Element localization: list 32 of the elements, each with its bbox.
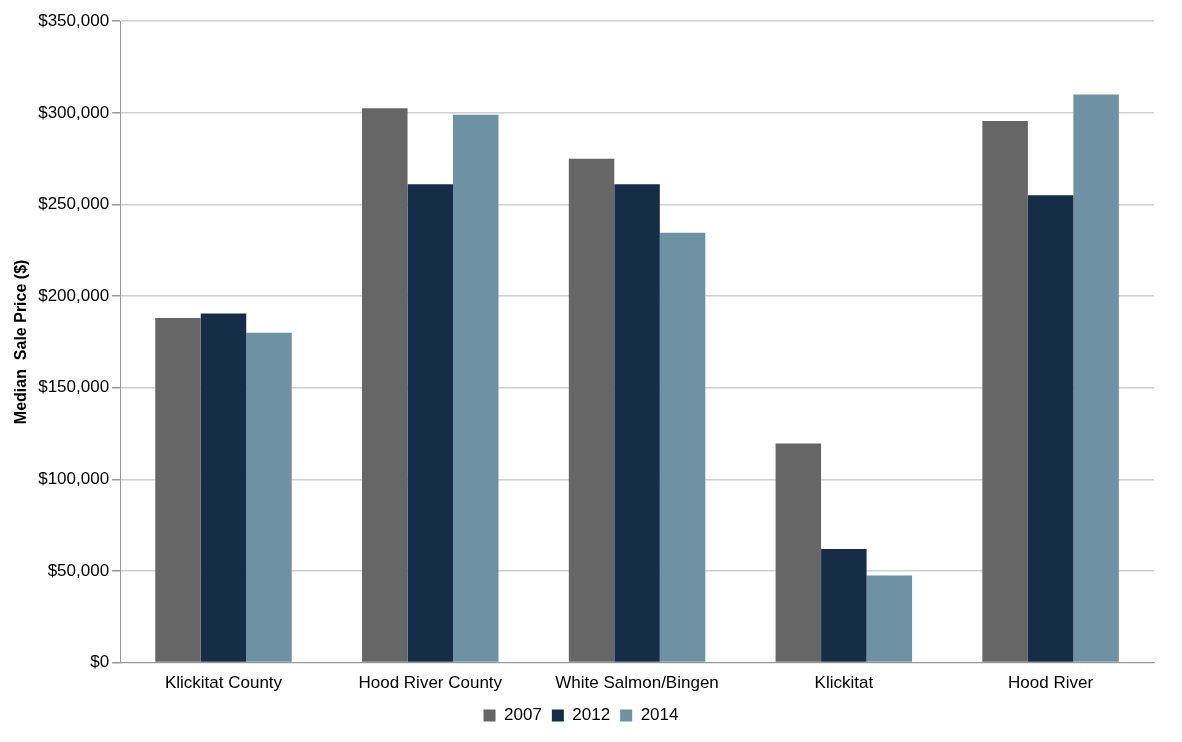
bar	[659, 232, 706, 662]
y-tick-label: $0	[90, 652, 110, 672]
bar	[407, 184, 454, 662]
bar	[775, 443, 822, 662]
bar	[1073, 94, 1119, 662]
legend-label: 2014	[640, 705, 679, 725]
y-tick-label: $50,000	[47, 560, 110, 580]
bar	[1027, 195, 1074, 662]
bar	[982, 121, 1028, 662]
y-tick-label: $150,000	[38, 377, 110, 397]
y-tick-label: $250,000	[38, 194, 110, 214]
bar	[362, 108, 408, 662]
legend-label: 2007	[504, 705, 542, 725]
bar	[866, 575, 913, 662]
bar	[453, 114, 499, 662]
bar	[155, 318, 201, 662]
y-tick-label: $200,000	[38, 285, 110, 305]
legend-label: 2012	[572, 705, 611, 725]
x-tick-label: Hood River County	[358, 673, 503, 693]
x-tick-label: Klickitat	[814, 673, 874, 693]
bar	[246, 332, 292, 662]
y-axis-title: Median Sale Price ($)	[12, 259, 30, 425]
x-tick-label: Klickitat County	[164, 673, 283, 693]
y-tick-label: $350,000	[38, 10, 110, 30]
y-tick-label: $100,000	[38, 469, 110, 489]
x-tick-label: Hood River	[1008, 673, 1094, 693]
bar	[568, 158, 615, 662]
bar	[200, 313, 247, 662]
y-tick-label: $300,000	[38, 102, 110, 122]
bar	[614, 184, 660, 662]
bar	[821, 548, 867, 662]
x-tick-label: White Salmon/Bingen	[555, 673, 719, 693]
